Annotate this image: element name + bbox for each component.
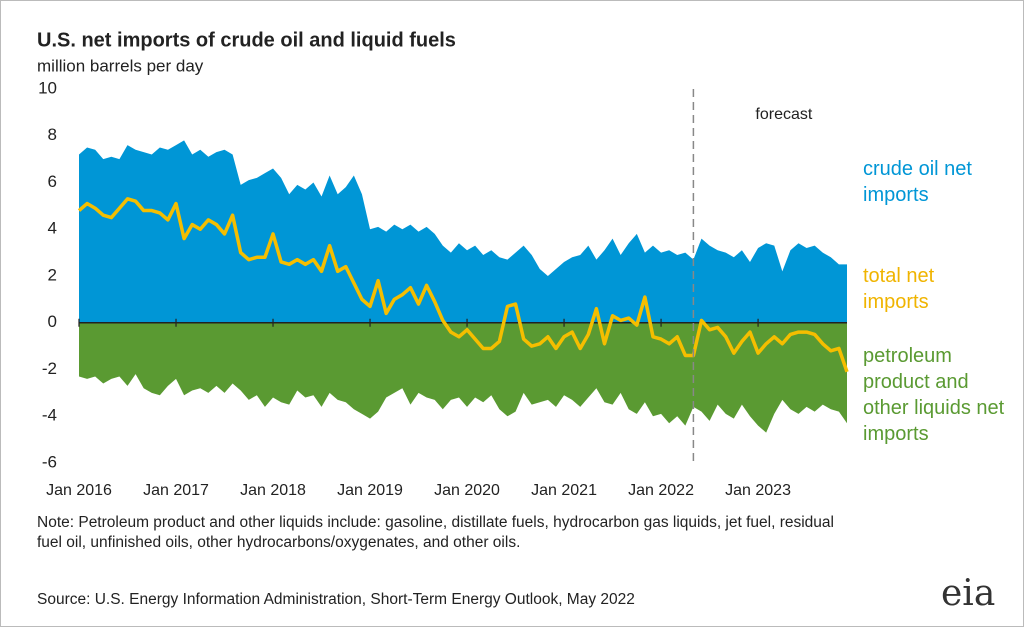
- x-tick-label: Jan 2017: [143, 482, 209, 499]
- area: [79, 140, 847, 323]
- legend-label: petroleum product and other liquids net …: [863, 345, 1005, 445]
- x-tick-label: Jan 2016: [46, 482, 112, 499]
- legend-label: crude oil net imports: [863, 158, 972, 206]
- note: Note: Petroleum product and other liquid…: [37, 514, 834, 551]
- y-tick-label: 2: [48, 265, 57, 284]
- y-tick-label: 4: [48, 219, 57, 238]
- legend-label: total net imports: [863, 265, 935, 313]
- x-tick-label: Jan 2023: [725, 482, 791, 499]
- x-tick-label: Jan 2018: [240, 482, 306, 499]
- source: Source: U.S. Energy Information Administ…: [37, 591, 635, 608]
- x-tick-label: Jan 2021: [531, 482, 597, 499]
- logo: eia: [941, 573, 996, 614]
- y-tick-label: -4: [42, 406, 57, 425]
- y-tick-label: 0: [48, 312, 57, 331]
- x-tick-label: Jan 2020: [434, 482, 500, 499]
- y-tick-label: 10: [38, 78, 57, 97]
- area: [79, 322, 847, 433]
- chart-title: U.S. net imports of crude oil and liquid…: [37, 29, 456, 51]
- annotation: forecast: [755, 106, 812, 123]
- x-tick-label: Jan 2022: [628, 482, 694, 499]
- line: [77, 197, 849, 373]
- x-tick-label: Jan 2019: [337, 482, 403, 499]
- y-tick-label: -6: [42, 452, 57, 471]
- y-tick-label: 8: [48, 125, 57, 144]
- y-tick-label: 6: [48, 172, 57, 191]
- chart-subtitle: million barrels per day: [37, 56, 204, 75]
- y-tick-label: -2: [42, 359, 57, 378]
